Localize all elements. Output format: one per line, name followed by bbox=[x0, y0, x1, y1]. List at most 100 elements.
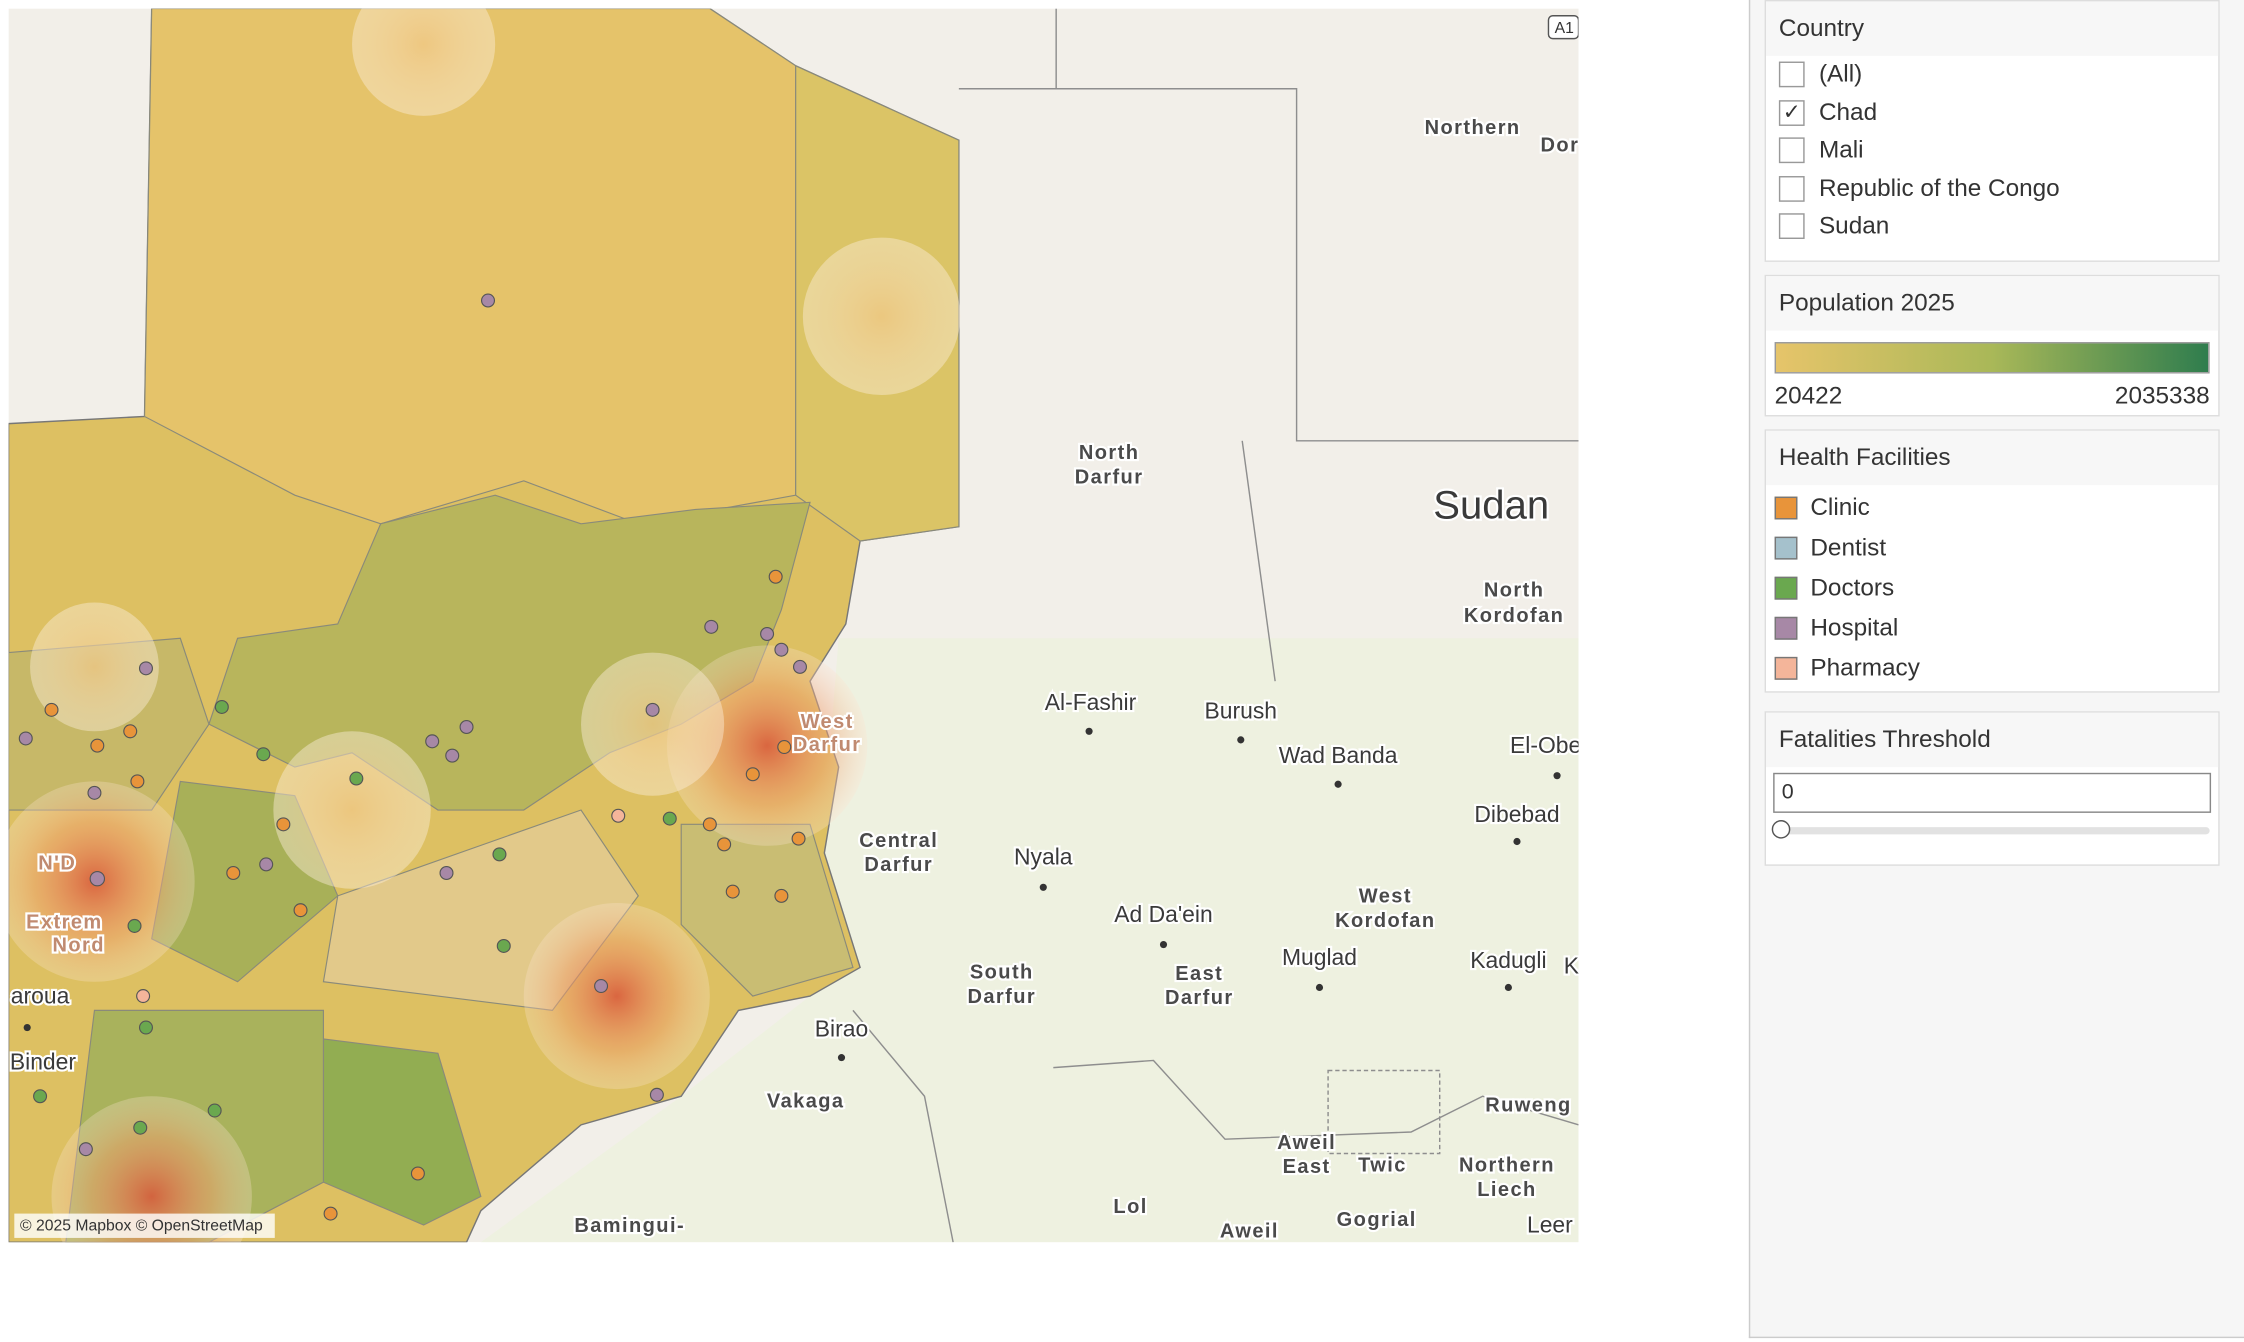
map-label: Sudan bbox=[1433, 484, 1549, 528]
legend-max: 2035338 bbox=[2114, 382, 2210, 410]
map-label: Dor bbox=[1541, 134, 1579, 156]
map-label: Aweil bbox=[1277, 1132, 1336, 1154]
filter-option[interactable]: Sudan bbox=[1766, 208, 2218, 246]
option-label: Chad bbox=[1818, 98, 1878, 126]
map-label: El-Obe bbox=[1510, 732, 1579, 758]
option-label: (All) bbox=[1818, 60, 1863, 88]
map-label: Gogrial bbox=[1337, 1209, 1417, 1231]
map-label: Kordofan bbox=[1464, 605, 1564, 627]
filter-options: (All) ✓ Chad Mali Republic of the Congo Sudan bbox=[1766, 56, 2218, 246]
swatch bbox=[1774, 496, 1798, 520]
country-filter: Country (All) ✓ Chad Mali Republic of the Co… bbox=[1764, 0, 2220, 262]
map-label: Ruweng bbox=[1485, 1095, 1571, 1117]
checkbox[interactable] bbox=[1778, 175, 1805, 202]
legend-title: Health Facilities bbox=[1766, 430, 2219, 486]
map-label: West bbox=[801, 711, 854, 733]
legend-label: Doctors bbox=[1810, 573, 1895, 602]
map-label: Extrem bbox=[26, 911, 102, 933]
parameter-input[interactable]: 0 bbox=[1773, 772, 2212, 813]
map-label: Twic bbox=[1358, 1155, 1407, 1177]
facility-dots bbox=[18, 293, 808, 1221]
map-label: aroua bbox=[11, 983, 70, 1009]
map-label: Darfur bbox=[1075, 466, 1144, 488]
land-area bbox=[480, 638, 1579, 1243]
checkbox[interactable]: ✓ bbox=[1778, 99, 1805, 126]
health-legend: Health Facilities Clinic Dentist Doctors Ho… bbox=[1764, 429, 2220, 693]
swatch bbox=[1774, 616, 1798, 640]
checkbox[interactable] bbox=[1778, 213, 1805, 240]
map-label: Nyala bbox=[1014, 844, 1073, 870]
checkbox[interactable] bbox=[1778, 61, 1805, 88]
map-labels: Northern Dor North Darfur Sudan North Ko… bbox=[9, 15, 1579, 1242]
map-label: Binder bbox=[10, 1048, 77, 1074]
borders bbox=[852, 8, 1579, 1243]
color-ramp bbox=[1774, 342, 2210, 374]
map-label: Kordofan bbox=[1335, 910, 1435, 932]
map-label: Lol bbox=[1113, 1196, 1147, 1218]
map-label: Darfur bbox=[1165, 987, 1234, 1009]
map-label: Kadugli bbox=[1470, 947, 1546, 973]
city-dots bbox=[23, 727, 1561, 1062]
legend-items: Clinic Dentist Doctors Hospital Pharmacy bbox=[1766, 485, 2218, 688]
legend-title: Population 2025 bbox=[1766, 276, 2219, 331]
map-label: North bbox=[1079, 442, 1140, 464]
map-label: South bbox=[970, 961, 1034, 983]
map-label: East bbox=[1175, 963, 1223, 985]
legend-item[interactable]: Dentist bbox=[1766, 528, 2218, 568]
population-legend: Population 2025 20422 2035338 bbox=[1764, 274, 2220, 417]
map-label: Leer bbox=[1527, 1212, 1573, 1238]
map-label: Muglad bbox=[1282, 944, 1357, 970]
option-label: Mali bbox=[1818, 136, 1864, 164]
slider-track[interactable] bbox=[1771, 820, 2210, 839]
map-label: Dibebad bbox=[1474, 801, 1559, 827]
map-label: Central bbox=[859, 830, 938, 852]
parameter-title: Fatalities Threshold bbox=[1766, 712, 2219, 768]
map-label: Darfur bbox=[793, 734, 862, 756]
option-label: Sudan bbox=[1818, 212, 1890, 240]
fatalities-parameter: Fatalities Threshold 0 bbox=[1764, 711, 2220, 866]
legend-label: Pharmacy bbox=[1810, 654, 1920, 682]
map-label: Birao bbox=[815, 1015, 868, 1041]
map-label: East bbox=[1283, 1156, 1331, 1178]
swatch bbox=[1774, 576, 1798, 600]
filter-option[interactable]: ✓ Chad bbox=[1766, 94, 2218, 132]
legend-item[interactable]: Pharmacy bbox=[1766, 648, 2218, 688]
legend-label: Hospital bbox=[1810, 613, 1899, 642]
swatch bbox=[1774, 656, 1798, 680]
map-label: Vakaga bbox=[767, 1090, 845, 1112]
legend-min: 20422 bbox=[1774, 382, 1843, 410]
map-label: Aweil bbox=[1220, 1220, 1279, 1242]
legend-item[interactable]: Clinic bbox=[1766, 488, 2218, 528]
map-label: Wad Banda bbox=[1279, 742, 1398, 768]
legend-item[interactable]: Doctors bbox=[1766, 568, 2218, 608]
map-label: Al-Fashir bbox=[1045, 689, 1137, 715]
map-label: North bbox=[1484, 579, 1545, 601]
filter-option[interactable]: Mali bbox=[1766, 132, 2218, 170]
map-label: Northern bbox=[1459, 1155, 1555, 1177]
map-label: Northern bbox=[1425, 117, 1521, 139]
map-label: Nord bbox=[53, 934, 105, 956]
map-label: Burush bbox=[1205, 698, 1277, 724]
filter-option[interactable]: (All) bbox=[1766, 56, 2218, 94]
attribution[interactable]: © 2025 Mapbox © OpenStreetMap bbox=[20, 1218, 263, 1235]
filter-title: Country bbox=[1766, 1, 2219, 56]
heat bbox=[8, 8, 961, 1243]
road-label: A1 bbox=[1555, 20, 1574, 37]
map-label: Ad Da'ein bbox=[1114, 901, 1212, 927]
swatch bbox=[1774, 536, 1798, 560]
legend-label: Dentist bbox=[1810, 533, 1887, 561]
attribution-bg bbox=[14, 1213, 275, 1238]
option-label: Republic of the Congo bbox=[1818, 174, 2060, 202]
slider-thumb[interactable] bbox=[1771, 820, 1791, 839]
map: Northern Dor North Darfur Sudan North Ko… bbox=[8, 8, 1579, 1243]
map-label: Darfur bbox=[864, 854, 933, 876]
legend-label: Clinic bbox=[1810, 493, 1870, 521]
filter-option[interactable]: Republic of the Congo bbox=[1766, 170, 2218, 208]
side-panel: Country (All) ✓ Chad Mali Republic of the Co… bbox=[1748, 0, 2244, 1339]
legend-item[interactable]: Hospital bbox=[1766, 608, 2218, 648]
checkbox[interactable] bbox=[1778, 137, 1805, 164]
map-label: Bamingui- bbox=[574, 1215, 685, 1237]
road-shield bbox=[1547, 15, 1579, 40]
